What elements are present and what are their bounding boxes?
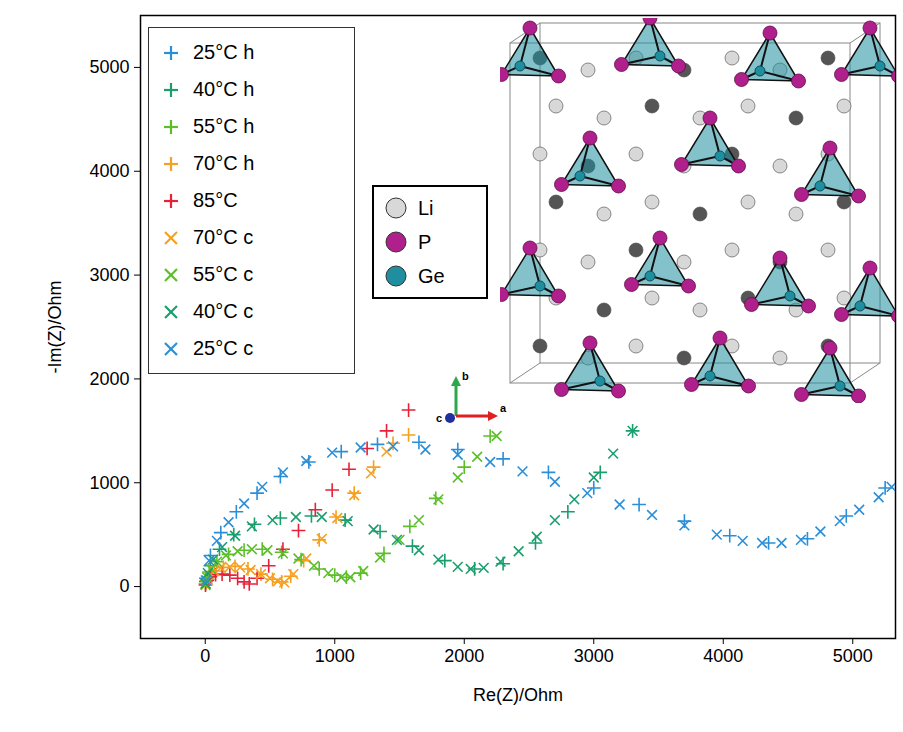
html-text:P: P	[418, 230, 432, 253]
svg-text:c: c	[436, 412, 442, 424]
svg-text:5000: 5000	[89, 57, 129, 77]
svg-text:4000: 4000	[703, 646, 743, 666]
html-text:85°C: 85°C	[193, 189, 238, 211]
svg-text:3000: 3000	[89, 265, 129, 285]
html-text:Li: Li	[418, 196, 434, 219]
svg-text:4000: 4000	[89, 161, 129, 181]
html-text:70°C h: 70°C h	[193, 152, 255, 174]
svg-text:0: 0	[200, 646, 210, 666]
svg-text:3000: 3000	[574, 646, 614, 666]
svg-text:Re(Z)/Ohm: Re(Z)/Ohm	[473, 685, 563, 705]
html-text:25°C h: 25°C h	[193, 41, 255, 63]
html-text:70°C c: 70°C c	[193, 226, 254, 248]
svg-text:2000: 2000	[444, 646, 484, 666]
svg-text:2000: 2000	[89, 369, 129, 389]
svg-text:-Im(Z)/Ohm: -Im(Z)/Ohm	[45, 281, 65, 374]
html-text:40°C h: 40°C h	[193, 78, 255, 100]
svg-text:1000: 1000	[89, 473, 129, 493]
svg-text:0: 0	[119, 576, 129, 596]
html-text:25°C c: 25°C c	[193, 337, 254, 359]
html-text:Ge: Ge	[418, 264, 445, 287]
html-text:55°C c: 55°C c	[193, 263, 254, 285]
svg-text:b: b	[462, 370, 469, 382]
html-text:40°C c: 40°C c	[193, 300, 254, 322]
svg-text:a: a	[500, 402, 507, 414]
svg-text:5000: 5000	[833, 646, 873, 666]
html-text:55°C h: 55°C h	[193, 115, 255, 137]
svg-text:1000: 1000	[315, 646, 355, 666]
